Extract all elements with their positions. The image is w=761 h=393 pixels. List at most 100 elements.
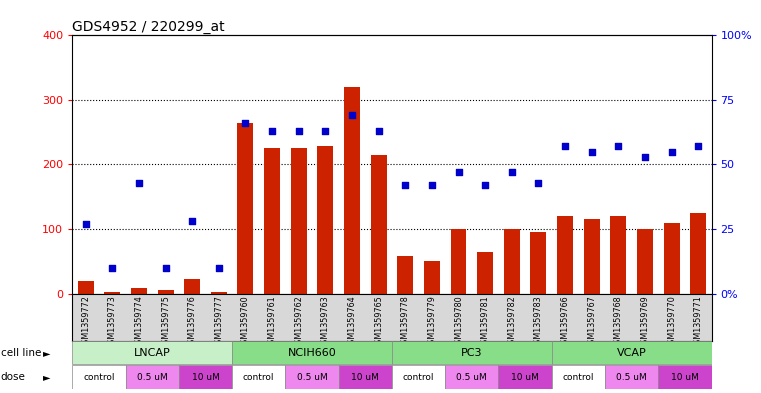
Text: dose: dose xyxy=(1,372,26,382)
Point xyxy=(266,128,279,134)
Point xyxy=(107,264,119,271)
Bar xyxy=(557,216,573,294)
Point xyxy=(426,182,438,188)
Bar xyxy=(477,252,493,294)
Text: ►: ► xyxy=(43,348,51,358)
Point xyxy=(240,120,252,126)
Text: control: control xyxy=(243,373,275,382)
Point xyxy=(506,169,518,175)
Point xyxy=(346,112,358,119)
Text: GSM1359761: GSM1359761 xyxy=(268,295,276,349)
Text: GSM1359777: GSM1359777 xyxy=(215,295,223,349)
Point xyxy=(160,264,172,271)
Point xyxy=(559,143,571,149)
Point xyxy=(186,218,199,224)
Bar xyxy=(637,229,653,294)
Text: cell line: cell line xyxy=(1,348,41,358)
Bar xyxy=(104,292,120,294)
Point xyxy=(586,149,598,155)
Text: control: control xyxy=(403,373,435,382)
Bar xyxy=(78,281,94,294)
Text: PC3: PC3 xyxy=(461,348,482,358)
Bar xyxy=(451,229,466,294)
Text: 0.5 uM: 0.5 uM xyxy=(457,373,487,382)
Bar xyxy=(658,365,712,389)
Point xyxy=(479,182,492,188)
Bar xyxy=(131,288,147,294)
Text: 10 uM: 10 uM xyxy=(192,373,219,382)
Text: GSM1359778: GSM1359778 xyxy=(401,295,409,349)
Text: control: control xyxy=(562,373,594,382)
Bar xyxy=(232,365,285,389)
Point xyxy=(612,143,624,149)
Bar xyxy=(690,213,706,294)
Bar xyxy=(184,279,200,294)
Text: GSM1359779: GSM1359779 xyxy=(428,295,436,349)
Text: 10 uM: 10 uM xyxy=(511,373,539,382)
Bar xyxy=(339,365,392,389)
Bar xyxy=(610,216,626,294)
Bar xyxy=(424,261,440,294)
Text: GSM1359765: GSM1359765 xyxy=(374,295,383,349)
Bar xyxy=(392,342,552,364)
Text: 0.5 uM: 0.5 uM xyxy=(616,373,647,382)
Bar xyxy=(504,229,520,294)
Text: VCAP: VCAP xyxy=(616,348,647,358)
Point xyxy=(400,182,412,188)
Bar xyxy=(264,148,280,294)
Bar xyxy=(584,219,600,294)
Bar xyxy=(72,342,232,364)
Point xyxy=(293,128,305,134)
Text: GSM1359773: GSM1359773 xyxy=(108,295,116,349)
Bar xyxy=(530,232,546,294)
Text: GSM1359764: GSM1359764 xyxy=(348,295,356,349)
Text: control: control xyxy=(83,373,115,382)
Text: GSM1359775: GSM1359775 xyxy=(161,295,170,349)
Bar xyxy=(72,365,126,389)
Bar xyxy=(211,292,227,294)
Point xyxy=(373,128,385,134)
Point xyxy=(533,179,545,185)
Point xyxy=(320,128,332,134)
Text: GSM1359781: GSM1359781 xyxy=(481,295,489,349)
Text: GSM1359767: GSM1359767 xyxy=(587,295,596,349)
Text: GSM1359783: GSM1359783 xyxy=(534,295,543,349)
Text: GSM1359774: GSM1359774 xyxy=(135,295,143,349)
Text: ►: ► xyxy=(43,372,51,382)
Point xyxy=(639,154,651,160)
Bar xyxy=(179,365,232,389)
Bar xyxy=(126,365,179,389)
Text: GSM1359768: GSM1359768 xyxy=(614,295,622,349)
Bar xyxy=(397,256,413,294)
Bar xyxy=(158,290,174,294)
Text: 0.5 uM: 0.5 uM xyxy=(137,373,167,382)
Bar xyxy=(344,87,360,294)
Bar xyxy=(285,365,339,389)
Text: 10 uM: 10 uM xyxy=(671,373,699,382)
Text: GSM1359766: GSM1359766 xyxy=(561,295,569,349)
Point xyxy=(693,143,705,149)
Point xyxy=(213,264,225,271)
Point xyxy=(666,149,678,155)
Bar xyxy=(552,342,712,364)
Bar xyxy=(317,146,333,294)
Text: 0.5 uM: 0.5 uM xyxy=(297,373,327,382)
Bar xyxy=(291,148,307,294)
Bar xyxy=(445,365,498,389)
Point xyxy=(133,179,145,185)
Text: 10 uM: 10 uM xyxy=(352,373,379,382)
Point xyxy=(80,221,92,227)
Bar xyxy=(392,365,445,389)
Text: GDS4952 / 220299_at: GDS4952 / 220299_at xyxy=(72,20,225,34)
Text: NCIH660: NCIH660 xyxy=(288,348,336,358)
Point xyxy=(453,169,465,175)
Bar xyxy=(605,365,658,389)
Bar xyxy=(552,365,605,389)
Bar xyxy=(664,222,680,294)
Text: GSM1359782: GSM1359782 xyxy=(508,295,516,349)
Bar xyxy=(232,342,392,364)
Bar xyxy=(498,365,552,389)
Text: GSM1359769: GSM1359769 xyxy=(641,295,649,349)
Text: GSM1359762: GSM1359762 xyxy=(295,295,303,349)
Text: GSM1359760: GSM1359760 xyxy=(241,295,250,349)
